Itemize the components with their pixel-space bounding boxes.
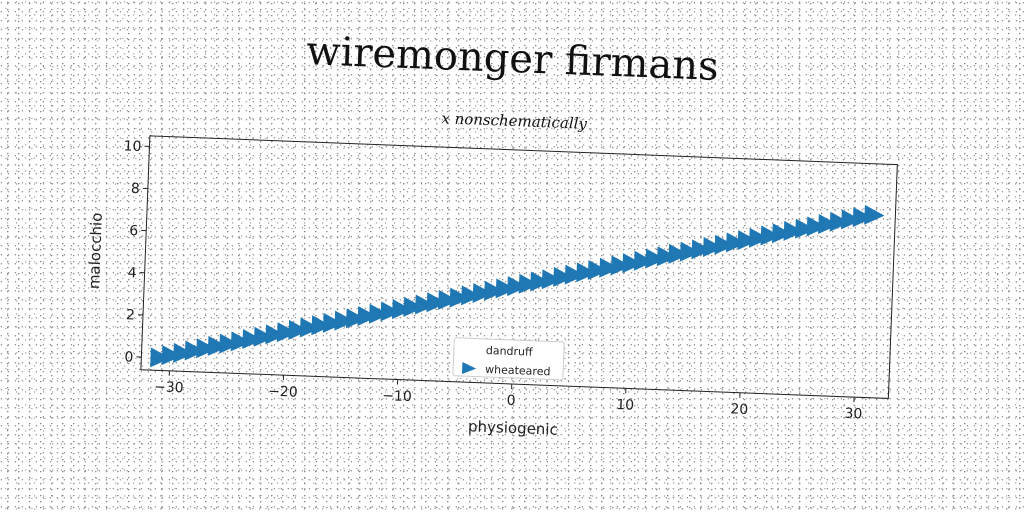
- chart-subtitle: x nonschematically: [441, 109, 588, 133]
- data-point-wheateared: [864, 205, 885, 226]
- x-tick-label: −20: [268, 384, 298, 401]
- y-axis-ticks: 0 2 4 6 8 10: [115, 138, 150, 366]
- x-tick-label: −10: [382, 388, 412, 405]
- y-tick-label: 2: [126, 307, 136, 323]
- x-tick-label: −30: [154, 379, 184, 396]
- y-tick-label: 6: [129, 223, 139, 239]
- x-axis-label: physiogenic: [468, 417, 558, 438]
- x-tick-label: 30: [844, 406, 862, 423]
- y-axis-label: malocchio: [85, 212, 106, 289]
- y-tick-label: 8: [131, 181, 141, 197]
- y-tick-label: 4: [127, 265, 137, 281]
- x-tick-label: 10: [616, 397, 634, 414]
- chart-title: wiremonger firmans: [305, 28, 719, 90]
- legend-label-wheateared: wheateared: [485, 363, 551, 378]
- legend: dandruff wheateared: [453, 338, 564, 380]
- x-tick-label: 0: [506, 393, 516, 409]
- y-tick-label: 10: [123, 138, 141, 155]
- plot-area: 0 2 4 6 8 10 −30 −20 −10 0 10 20 30 physiogenic mal…: [80, 134, 897, 452]
- legend-label-dandruff: dandruff: [486, 344, 534, 359]
- x-tick-label: 20: [730, 401, 748, 418]
- y-tick-label: 0: [124, 349, 134, 365]
